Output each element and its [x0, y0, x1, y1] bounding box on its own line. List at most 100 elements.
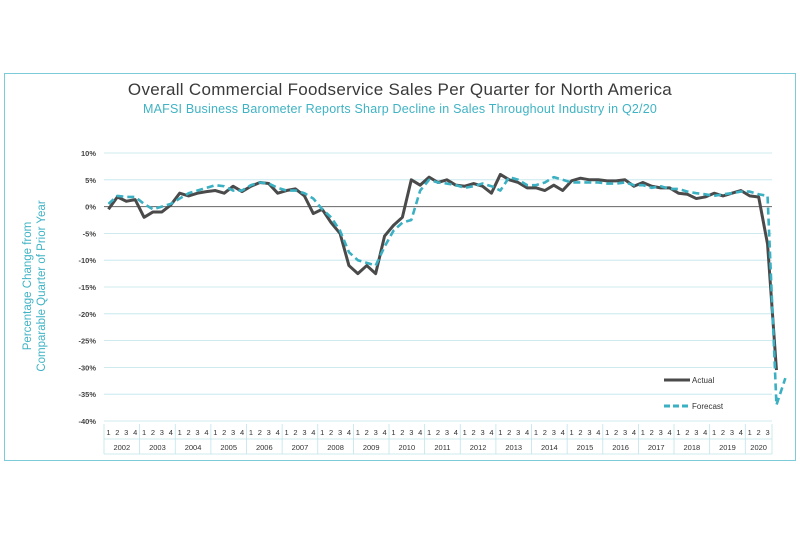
series-line-forecast — [107, 175, 787, 407]
y-tick-label: -40% — [78, 417, 96, 426]
chart-frame — [4, 73, 796, 461]
quarter-tick-label: 2 — [436, 428, 440, 437]
quarter-tick-label: 1 — [712, 428, 716, 437]
year-tick-label: 2004 — [185, 443, 202, 452]
y-tick-label: -35% — [78, 390, 96, 399]
quarter-tick-label: 2 — [187, 428, 191, 437]
quarter-tick-label: 4 — [667, 428, 671, 437]
quarter-tick-label: 1 — [534, 428, 538, 437]
quarter-tick-label: 3 — [623, 428, 627, 437]
quarter-tick-label: 2 — [472, 428, 476, 437]
legend: Actual Forecast — [664, 376, 724, 411]
quarter-tick-label: 3 — [694, 428, 698, 437]
quarter-tick-label: 2 — [293, 428, 297, 437]
quarter-tick-label: 1 — [570, 428, 574, 437]
year-tick-label: 2018 — [683, 443, 700, 452]
quarter-tick-label: 2 — [115, 428, 119, 437]
quarter-tick-label: 2 — [650, 428, 654, 437]
y-tick-label: 5% — [85, 176, 96, 185]
gridlines — [104, 152, 772, 422]
quarter-tick-label: 3 — [445, 428, 449, 437]
quarter-tick-label: 3 — [516, 428, 520, 437]
quarter-tick-label: 1 — [356, 428, 360, 437]
y-tick-label: 0% — [85, 203, 96, 212]
quarter-tick-label: 4 — [204, 428, 208, 437]
quarter-tick-label: 2 — [222, 428, 226, 437]
year-tick-label: 2002 — [113, 443, 130, 452]
y-tick-label: -5% — [83, 229, 97, 238]
year-tick-label: 2012 — [470, 443, 487, 452]
quarter-tick-label: 4 — [632, 428, 636, 437]
quarter-tick-label: 3 — [374, 428, 378, 437]
quarter-tick-label: 4 — [561, 428, 565, 437]
quarter-tick-label: 4 — [596, 428, 600, 437]
quarter-tick-label: 2 — [507, 428, 511, 437]
quarter-tick-label: 3 — [160, 428, 164, 437]
legend-label-actual: Actual — [692, 376, 714, 385]
quarter-tick-label: 4 — [311, 428, 315, 437]
quarter-tick-label: 1 — [285, 428, 289, 437]
quarter-tick-label: 3 — [338, 428, 342, 437]
quarter-tick-label: 4 — [525, 428, 529, 437]
quarter-tick-label: 1 — [427, 428, 431, 437]
year-tick-label: 2006 — [256, 443, 273, 452]
quarter-tick-label: 2 — [329, 428, 333, 437]
y-tick-label: -15% — [78, 283, 96, 292]
series-lines — [107, 172, 787, 407]
year-tick-label: 2010 — [398, 443, 415, 452]
quarter-tick-label: 3 — [267, 428, 271, 437]
quarter-tick-label: 3 — [231, 428, 235, 437]
quarter-tick-label: 1 — [213, 428, 217, 437]
quarter-tick-label: 2 — [400, 428, 404, 437]
quarter-tick-label: 2 — [757, 428, 761, 437]
year-tick-label: 2014 — [541, 443, 558, 452]
y-tick-label: 10% — [81, 149, 96, 158]
quarter-tick-label: 1 — [249, 428, 253, 437]
quarter-tick-label: 3 — [409, 428, 413, 437]
year-tick-label: 2008 — [327, 443, 344, 452]
year-tick-label: 2015 — [577, 443, 594, 452]
y-tick-label: -10% — [78, 256, 96, 265]
quarter-tick-label: 2 — [151, 428, 155, 437]
quarter-tick-label: 2 — [258, 428, 262, 437]
quarter-tick-label: 4 — [347, 428, 351, 437]
quarter-tick-label: 4 — [169, 428, 173, 437]
chart-subtitle: MAFSI Business Barometer Reports Sharp D… — [142, 102, 658, 116]
quarter-tick-label: 4 — [240, 428, 244, 437]
y-tick-label: -20% — [78, 310, 96, 319]
quarter-tick-label: 1 — [106, 428, 110, 437]
quarter-tick-label: 1 — [676, 428, 680, 437]
y-tick-label: -25% — [78, 337, 96, 346]
quarter-tick-label: 1 — [142, 428, 146, 437]
quarter-tick-label: 3 — [765, 428, 769, 437]
quarter-tick-label: 1 — [641, 428, 645, 437]
quarter-tick-label: 4 — [133, 428, 137, 437]
y-tick-labels: 10% 5% 0% -5% -10% -15% -20% -25% -30% -35% -40% — [78, 149, 96, 426]
legend-label-forecast: Forecast — [692, 402, 724, 411]
quarter-tick-label: 2 — [685, 428, 689, 437]
quarter-tick-label: 4 — [382, 428, 386, 437]
year-tick-label: 2009 — [363, 443, 380, 452]
quarter-tick-label: 4 — [489, 428, 493, 437]
quarter-tick-label: 1 — [178, 428, 182, 437]
quarter-tick-label: 4 — [454, 428, 458, 437]
quarter-tick-label: 3 — [552, 428, 556, 437]
chart-title: Overall Commercial Foodservice Sales Per… — [127, 80, 673, 99]
quarter-tick-label: 4 — [703, 428, 707, 437]
year-tick-label: 2017 — [648, 443, 665, 452]
quarter-tick-label: 2 — [543, 428, 547, 437]
quarter-tick-label: 4 — [739, 428, 743, 437]
year-tick-label: 2007 — [292, 443, 309, 452]
quarter-tick-label: 3 — [587, 428, 591, 437]
quarter-tick-label: 2 — [721, 428, 725, 437]
quarter-tick-label: 3 — [659, 428, 663, 437]
quarter-tick-label: 1 — [498, 428, 502, 437]
quarter-tick-label: 3 — [195, 428, 199, 437]
year-tick-label: 2020 — [750, 443, 767, 452]
year-tick-label: 2013 — [505, 443, 522, 452]
quarter-tick-label: 2 — [578, 428, 582, 437]
year-tick-label: 2016 — [612, 443, 629, 452]
year-tick-label: 2003 — [149, 443, 166, 452]
